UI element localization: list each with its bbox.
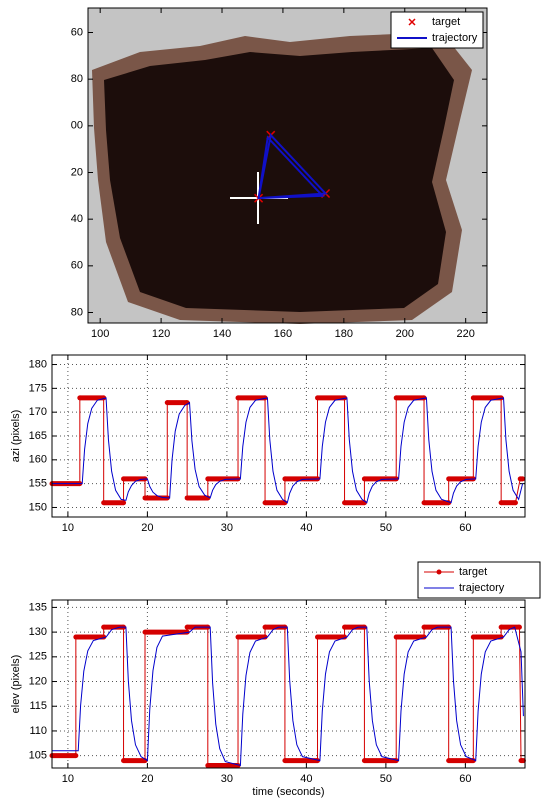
x-tick-label: 120 — [152, 328, 170, 340]
x-tick-label: 50 — [380, 773, 392, 785]
y-tick-label: 105 — [29, 750, 47, 762]
legend-label: target — [432, 16, 460, 28]
x-tick-label: 100 — [91, 328, 109, 340]
y-tick-label: 110 — [29, 725, 47, 737]
x-tick-label: 20 — [141, 522, 153, 534]
x-tick-label: 10 — [62, 773, 74, 785]
y-tick-label: 80 — [71, 73, 83, 85]
x-tick-label: 40 — [300, 522, 312, 534]
y-tick-label: 60 — [71, 26, 83, 38]
x-tick-label: 60 — [459, 522, 471, 534]
series-line — [52, 626, 524, 767]
legend-marker — [436, 569, 442, 575]
y-tick-label: 125 — [29, 651, 47, 663]
y-tick-label: 175 — [29, 382, 47, 394]
legend-label: trajectory — [459, 582, 505, 594]
axes-frame — [51, 354, 526, 518]
x-tick-label: 30 — [221, 773, 233, 785]
series-line — [52, 397, 523, 504]
x-axis-label: time (seconds) — [252, 786, 324, 798]
x-tick-label: 220 — [456, 328, 474, 340]
axes-frame — [51, 599, 526, 769]
x-tick-label: 20 — [141, 773, 153, 785]
x-tick-label: 160 — [274, 328, 292, 340]
legend-box — [417, 561, 541, 599]
x-tick-label: 10 — [62, 522, 74, 534]
image-scene — [104, 48, 454, 312]
y-tick-label: 155 — [29, 478, 47, 490]
x-tick-label: 180 — [335, 328, 353, 340]
y-tick-label: 165 — [29, 430, 47, 442]
target-dot — [73, 753, 79, 759]
x-tick-label: 200 — [396, 328, 414, 340]
y-tick-label: 80 — [71, 306, 83, 318]
y-axis-label: azi (pixels) — [10, 410, 22, 463]
y-axis-label: elev (pixels) — [10, 655, 22, 714]
y-tick-label: 150 — [29, 501, 47, 513]
y-tick-label: 160 — [29, 454, 47, 466]
y-tick-label: 120 — [29, 675, 47, 687]
x-tick-label: 40 — [300, 773, 312, 785]
series-line — [52, 626, 524, 767]
target-dot — [121, 500, 127, 506]
series-line — [52, 397, 524, 504]
y-tick-label: 60 — [71, 260, 83, 272]
camera-image — [88, 8, 487, 324]
y-tick-label: 130 — [29, 626, 47, 638]
y-tick-label: 40 — [71, 213, 83, 225]
legend-label: trajectory — [432, 32, 478, 44]
target-dot — [516, 624, 522, 630]
axes-frame — [87, 7, 488, 324]
x-tick-label: 50 — [380, 522, 392, 534]
y-tick-label: 170 — [29, 406, 47, 418]
target-dot — [520, 476, 526, 482]
y-tick-label: 20 — [71, 166, 83, 178]
x-tick-label: 30 — [221, 522, 233, 534]
series-line — [257, 133, 328, 200]
target-dot — [205, 495, 211, 501]
y-tick-label: 180 — [29, 358, 47, 370]
y-tick-label: 00 — [71, 120, 83, 132]
y-tick-label: 135 — [29, 601, 47, 613]
target-dot — [512, 500, 518, 506]
legend-box — [390, 11, 484, 49]
legend-marker — [408, 18, 416, 26]
y-tick-label: 115 — [29, 700, 47, 712]
legend-label: target — [459, 566, 487, 578]
x-tick-label: 60 — [459, 773, 471, 785]
x-tick-label: 140 — [213, 328, 231, 340]
